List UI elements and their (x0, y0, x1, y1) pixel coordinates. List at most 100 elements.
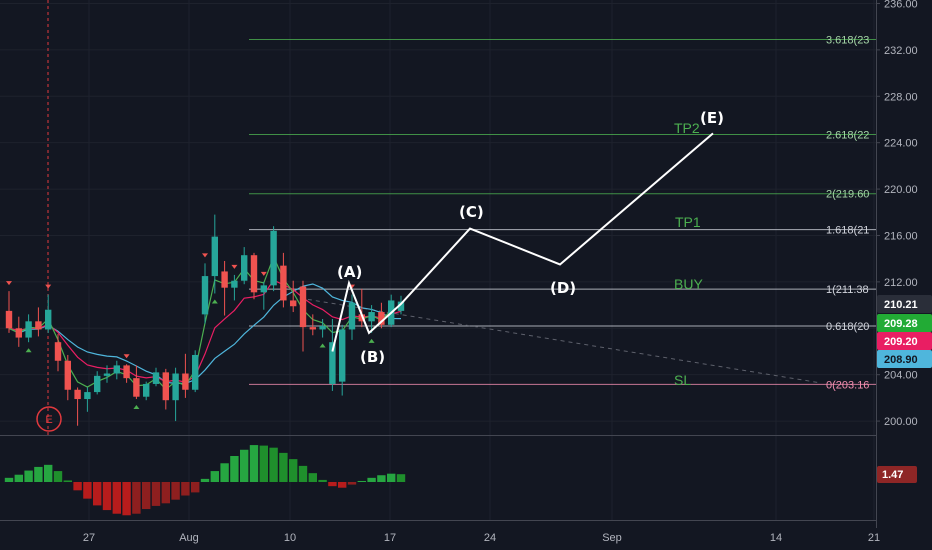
candle-body (250, 255, 258, 293)
histogram-bar (132, 482, 141, 514)
candle[interactable] (64, 354, 71, 401)
tp1-label: TP1 (675, 214, 701, 230)
candle[interactable] (152, 367, 160, 387)
candle[interactable] (260, 281, 267, 310)
histogram-bar (328, 482, 337, 487)
price-badge-value: 209.28 (884, 318, 918, 330)
histogram-bar (230, 456, 239, 482)
histogram-bar (142, 482, 151, 510)
candle[interactable] (290, 280, 297, 313)
candle[interactable] (348, 294, 356, 340)
candle[interactable] (378, 302, 385, 329)
candle[interactable] (250, 252, 258, 300)
histogram-bar (298, 465, 308, 482)
price-tick-label: 204.00 (884, 370, 918, 382)
candle[interactable] (15, 316, 22, 347)
time-axis[interactable]: 27 Aug 10 17 24 Sep 14 21 (83, 532, 880, 544)
candle-body (231, 280, 238, 288)
candle[interactable] (192, 350, 199, 393)
candle[interactable] (45, 294, 52, 333)
candle-body (172, 373, 179, 401)
fib-level-label: 2(219.60 (826, 189, 869, 201)
histogram-bar (249, 445, 259, 482)
histogram-bar (318, 479, 327, 482)
candle[interactable] (74, 387, 81, 426)
time-tick-label: 27 (83, 532, 95, 544)
oscillator-histogram[interactable] (4, 445, 406, 516)
candle-body (25, 321, 32, 338)
candle[interactable] (231, 274, 238, 301)
time-tick-label: Sep (602, 532, 622, 544)
candle-body (103, 373, 111, 376)
candle[interactable] (123, 364, 130, 383)
price-tick-label: 224.00 (884, 138, 918, 150)
candle[interactable] (5, 291, 13, 333)
candle[interactable] (270, 226, 277, 292)
histogram-bar (308, 473, 317, 482)
histogram-bar (93, 482, 102, 506)
entry-marker[interactable]: E (36, 406, 62, 432)
elliott-wave-path[interactable] (331, 132, 714, 352)
buy-label: BUY (674, 276, 703, 292)
candle-body (152, 372, 160, 384)
histogram-bar (347, 482, 357, 485)
candle-body (368, 312, 375, 322)
sell-signal-marker (202, 253, 208, 258)
candle[interactable] (241, 247, 248, 285)
price-tick-label: 228.00 (884, 91, 918, 103)
candlestick-series[interactable] (5, 214, 405, 426)
candle[interactable] (319, 319, 326, 338)
candle-body (123, 365, 130, 379)
candle[interactable] (211, 214, 218, 294)
histogram-bar (63, 480, 72, 482)
sell-signal-marker (231, 264, 238, 269)
ma-cyan-line (8, 283, 402, 384)
histogram-bar (24, 470, 33, 482)
time-tick-label: 10 (284, 532, 296, 544)
price-tick-label: 232.00 (884, 45, 918, 57)
candle[interactable] (368, 305, 375, 333)
candle[interactable] (280, 252, 287, 308)
candle[interactable] (162, 368, 169, 410)
wave-label-d: (D) (550, 279, 576, 297)
time-tick-label: Aug (179, 532, 199, 544)
histogram-bar (73, 482, 82, 491)
candle[interactable] (143, 381, 150, 401)
candle[interactable] (84, 387, 91, 412)
histogram-bar (4, 477, 14, 482)
candle-body (358, 314, 365, 322)
histogram-bar (171, 482, 180, 500)
histogram-bar (377, 475, 386, 482)
candle[interactable] (54, 334, 62, 372)
candle[interactable] (25, 314, 32, 343)
candle[interactable] (94, 371, 101, 395)
candle[interactable] (299, 280, 307, 352)
candle[interactable] (201, 263, 209, 324)
sell-signal-marker (123, 354, 130, 359)
candle-body (378, 312, 385, 325)
candle[interactable] (309, 314, 316, 336)
candle[interactable] (329, 319, 336, 391)
candle[interactable] (182, 353, 189, 398)
entry-marker-label: E (45, 414, 52, 426)
candle[interactable] (358, 288, 365, 328)
candle[interactable] (103, 365, 111, 383)
fib-level-label: 3.618(23 (826, 34, 869, 46)
candle[interactable] (35, 307, 42, 337)
candle[interactable] (339, 324, 346, 396)
candle[interactable] (133, 365, 140, 400)
price-badge-value: 209.20 (884, 336, 918, 348)
histogram-bar (161, 482, 170, 504)
wave-label-a: (A) (337, 263, 362, 281)
price-badge-bg (877, 332, 932, 350)
price-tick-label: 236.00 (884, 0, 918, 10)
candle[interactable] (221, 261, 228, 316)
candle[interactable] (113, 360, 120, 380)
histogram-bar (181, 482, 190, 496)
candle[interactable] (172, 367, 179, 422)
candle-body (94, 375, 101, 393)
candle-body (397, 301, 405, 311)
candle-body (299, 286, 307, 328)
